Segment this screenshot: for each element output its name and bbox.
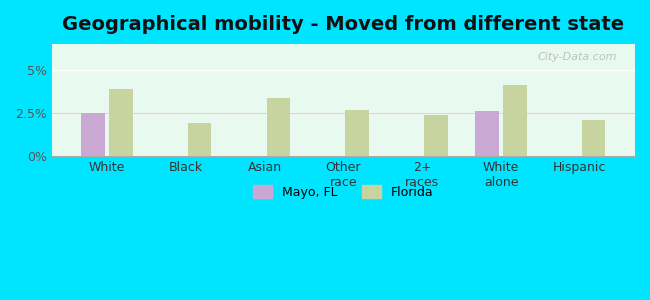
Bar	[109, 89, 133, 156]
Bar	[81, 113, 105, 156]
Bar	[475, 111, 499, 156]
Bar	[503, 85, 526, 156]
Text: City-Data.com: City-Data.com	[538, 52, 617, 62]
Title: Geographical mobility - Moved from different state: Geographical mobility - Moved from diffe…	[62, 15, 625, 34]
Bar	[424, 115, 448, 156]
Bar	[345, 110, 369, 156]
Bar	[188, 124, 211, 156]
Legend: Mayo, FL, Florida: Mayo, FL, Florida	[248, 181, 439, 204]
Bar	[582, 120, 605, 156]
Bar	[266, 98, 290, 156]
